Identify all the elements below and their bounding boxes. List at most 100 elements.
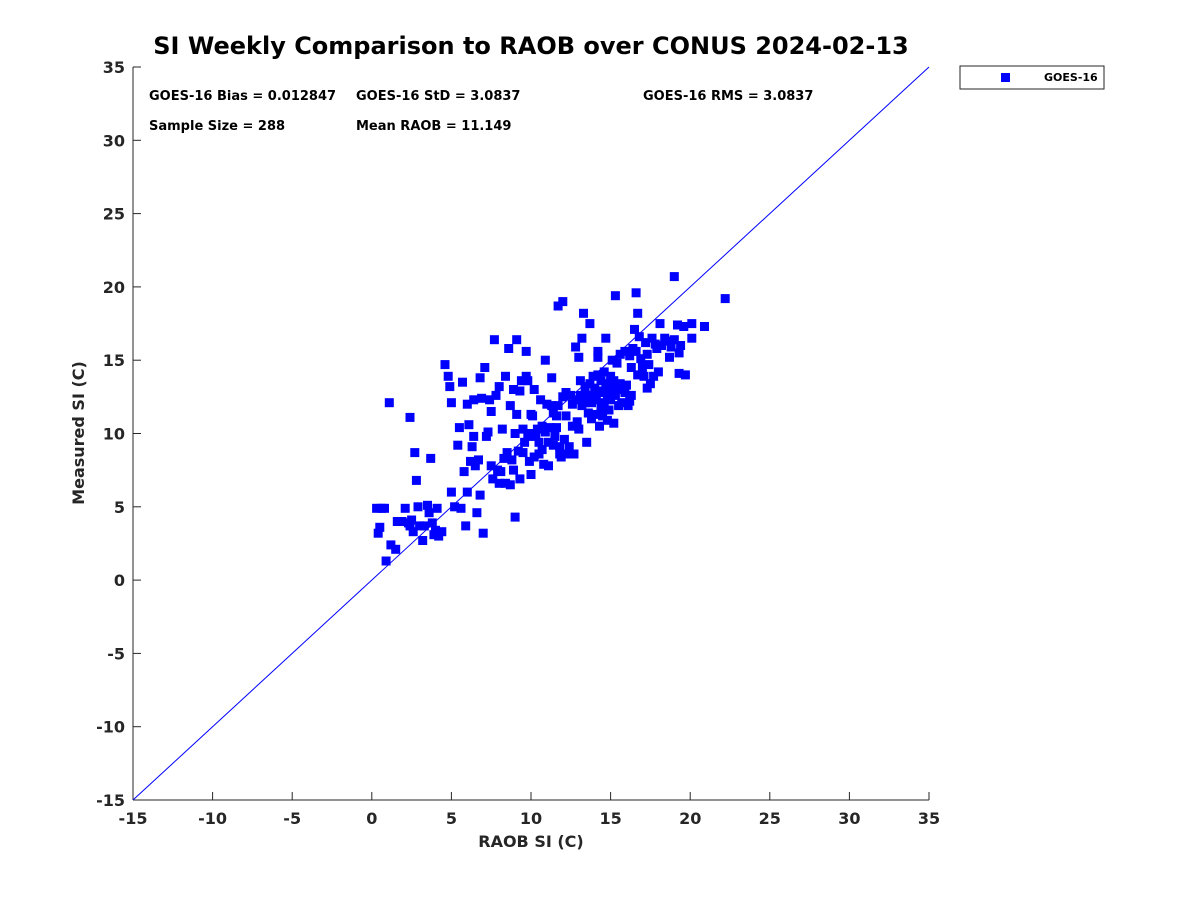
data-point [400, 503, 410, 513]
data-point [423, 500, 432, 510]
data-point [536, 395, 546, 405]
data-point [634, 332, 644, 342]
data-point [572, 417, 582, 427]
data-point [419, 521, 429, 531]
data-point [392, 517, 402, 526]
data-point [593, 370, 603, 380]
x-tick-label: 5 [446, 809, 457, 828]
x-axis-label: RAOB SI (C) [478, 832, 583, 851]
data-point [469, 395, 479, 405]
data-point [480, 363, 490, 372]
data-point [555, 442, 565, 452]
data-point [478, 528, 488, 538]
y-tick-label: 5 [114, 498, 125, 517]
data-point [415, 521, 425, 531]
sample-size-annotation: Sample Size = 288 [149, 119, 285, 134]
data-point [665, 352, 674, 362]
y-tick-label: 30 [103, 131, 125, 150]
y-tick-label: 15 [103, 351, 125, 370]
data-point [633, 308, 643, 318]
data-point [544, 437, 553, 447]
data-point [509, 385, 518, 394]
data-point [397, 517, 407, 526]
data-point [595, 421, 604, 431]
data-point [472, 508, 482, 518]
data-point [593, 352, 603, 362]
data-point [467, 442, 477, 452]
data-point [453, 440, 463, 450]
data-point [381, 556, 391, 566]
data-point [458, 377, 467, 387]
data-point [494, 382, 504, 392]
data-point [384, 398, 394, 408]
data-point [391, 544, 401, 554]
data-point [610, 390, 620, 400]
data-point [669, 335, 679, 345]
data-point [607, 355, 617, 365]
data-point [486, 407, 496, 416]
data-point [588, 371, 598, 381]
data-point [630, 324, 639, 334]
x-tick-label: 30 [838, 809, 860, 828]
data-point [523, 376, 533, 386]
x-tick-label: 0 [366, 809, 377, 828]
data-point [674, 348, 684, 358]
data-point [580, 382, 590, 392]
data-point [424, 508, 434, 518]
data-point [626, 363, 636, 372]
data-point [644, 360, 654, 370]
y-axis-ticks: -15 -10 -5 0 5 10 15 20 25 30 35 [96, 58, 141, 810]
data-point [505, 480, 515, 490]
data-point [520, 437, 530, 447]
y-axis-label: Measured SI (C) [69, 361, 88, 505]
x-tick-label: -5 [283, 809, 301, 828]
data-point [566, 390, 576, 400]
data-point [483, 427, 493, 437]
data-point [615, 349, 625, 359]
data-point [462, 399, 472, 409]
data-point [507, 455, 517, 465]
data-point [515, 386, 525, 396]
data-point [620, 346, 630, 356]
legend-entry-goes-16: GOES-16 [1044, 71, 1098, 84]
data-point [431, 525, 440, 535]
data-point [637, 363, 647, 372]
data-point [598, 411, 608, 421]
data-point [540, 355, 550, 365]
data-point [676, 341, 686, 350]
data-point [475, 373, 485, 383]
data-point [606, 395, 616, 405]
data-point [524, 456, 534, 466]
data-point [625, 351, 635, 361]
data-point [518, 424, 528, 434]
data-point [620, 388, 630, 397]
data-point [567, 421, 577, 431]
data-point [593, 346, 603, 356]
data-point [649, 371, 659, 381]
y-tick-label: 10 [103, 425, 125, 444]
data-point [505, 401, 515, 411]
data-point [510, 512, 520, 522]
x-tick-label: 10 [520, 809, 542, 828]
data-point [477, 393, 487, 403]
data-point [411, 475, 421, 485]
data-point [515, 474, 525, 484]
y-tick-label: -5 [107, 644, 125, 663]
data-point [544, 461, 553, 471]
data-point [459, 467, 469, 477]
data-point [528, 411, 538, 421]
data-point [545, 423, 555, 433]
data-point [639, 371, 649, 381]
data-point [575, 390, 585, 400]
data-point [537, 421, 547, 431]
data-point [575, 376, 585, 386]
data-point [486, 461, 496, 471]
data-point [563, 449, 573, 459]
data-point [386, 540, 396, 550]
data-point [537, 445, 547, 455]
data-point [540, 427, 550, 437]
data-point [569, 449, 579, 459]
data-point [521, 346, 531, 356]
data-point [469, 431, 479, 441]
data-point [373, 528, 383, 538]
